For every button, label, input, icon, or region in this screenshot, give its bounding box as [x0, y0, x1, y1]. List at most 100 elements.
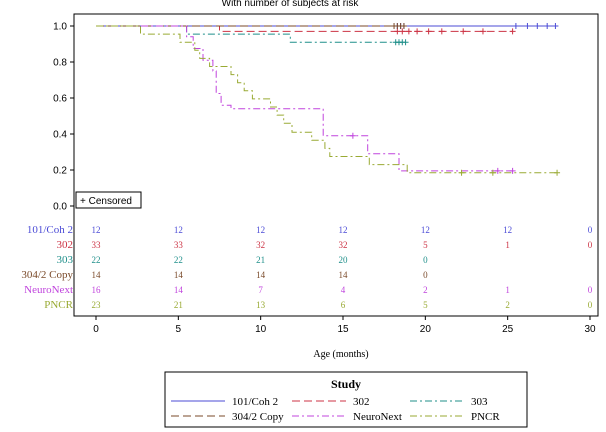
- at-risk-count: 32: [256, 240, 265, 250]
- at-risk-count: 6: [341, 300, 346, 310]
- at-risk-count: 0: [423, 270, 428, 280]
- censor-mark-302: [509, 28, 516, 35]
- at-risk-count: 21: [256, 255, 265, 265]
- at-risk-count: 12: [256, 225, 265, 235]
- censor-mark-303: [402, 39, 409, 46]
- censor-mark-101-coh-2: [524, 23, 531, 29]
- censor-mark-101-coh-2: [544, 23, 551, 29]
- at-risk-count: 2: [505, 300, 510, 310]
- legend-entry-pncr: PNCR: [471, 411, 500, 423]
- y-tick-label: 0.8: [53, 58, 67, 69]
- censored-key-box: [75, 191, 142, 209]
- at-risk-count: 32: [339, 240, 348, 250]
- censored-key: + Censored: [75, 191, 142, 209]
- at-risk-label: PNCR: [44, 299, 73, 311]
- x-tick-label: 0: [93, 324, 99, 335]
- at-risk-count: 1: [505, 285, 510, 295]
- at-risk-count: 0: [588, 285, 593, 295]
- censor-mark-302: [414, 28, 421, 35]
- x-tick-label: 5: [176, 324, 182, 335]
- curve-neuronext: [96, 25, 513, 172]
- legend-entry-304-2-copy: 304/2 Copy: [232, 411, 284, 423]
- y-tick-label: 1.0: [53, 22, 67, 33]
- legend-title: Study: [331, 377, 361, 391]
- censored-key-label: + Censored: [80, 196, 132, 207]
- censor-mark-101-coh-2: [552, 23, 559, 29]
- at-risk-count: 20: [339, 255, 349, 265]
- legend-entry-101-coh-2: 101/Coh 2: [232, 396, 278, 408]
- x-tick-label: 15: [337, 324, 349, 335]
- censor-mark-pncr: [458, 169, 465, 176]
- at-risk-count: 5: [423, 300, 428, 310]
- censor-mark-302: [479, 28, 486, 35]
- y-tick-label: 0.2: [53, 166, 67, 177]
- at-risk-count: 0: [588, 225, 593, 235]
- censor-mark-neuronext: [494, 167, 501, 174]
- censor-mark-304-2-copy: [400, 23, 407, 29]
- at-risk-count: 21: [174, 300, 183, 310]
- at-risk-count: 0: [588, 240, 593, 250]
- at-risk-count: 14: [174, 270, 184, 280]
- at-risk-count: 23: [92, 300, 102, 310]
- at-risk-count: 22: [92, 255, 101, 265]
- at-risk-count: 4: [341, 285, 346, 295]
- at-risk-count: 2: [423, 285, 428, 295]
- legend-entry-303: 303: [471, 396, 488, 408]
- at-risk-count: 12: [92, 225, 101, 235]
- at-risk-count: 14: [92, 270, 102, 280]
- x-axis-label: Age (months): [313, 349, 368, 360]
- at-risk-count: 12: [421, 225, 430, 235]
- y-tick-label: 0.4: [53, 130, 67, 141]
- legend: Study 101/Coh 2 302 303 304/2 Copy NeuroNext…: [164, 371, 528, 428]
- censor-mark-302: [425, 28, 432, 35]
- at-risk-label: 101/Coh 2: [27, 224, 73, 236]
- y-tick-label: 0.0: [53, 202, 67, 213]
- at-risk-count: 1: [505, 240, 510, 250]
- censor-mark-neuronext: [349, 132, 356, 139]
- at-risk-count: 16: [92, 285, 102, 295]
- at-risk-count: 12: [503, 225, 512, 235]
- curve-pncr: [96, 25, 558, 174]
- at-risk-count: 13: [256, 300, 266, 310]
- legend-box: [164, 371, 528, 428]
- censor-mark-302: [438, 28, 445, 35]
- at-risk-count: 14: [174, 285, 184, 295]
- censor-mark-302: [460, 28, 467, 35]
- censor-mark-neuronext: [509, 167, 516, 174]
- curve-303: [96, 25, 404, 43]
- at-risk-count: 0: [423, 255, 428, 265]
- at-risk-count: 33: [92, 240, 102, 250]
- at-risk-count: 33: [174, 240, 184, 250]
- plot-frame: [73, 13, 599, 317]
- legend-entry-neuronext: NeuroNext: [353, 411, 402, 423]
- survival-curves: [96, 23, 561, 176]
- legend-entry-302: 302: [353, 396, 370, 408]
- at-risk-count: 12: [174, 225, 183, 235]
- at-risk-count: 22: [174, 255, 183, 265]
- censor-mark-pncr: [554, 169, 561, 176]
- censor-mark-302: [399, 28, 406, 35]
- at-risk-count: 7: [258, 285, 263, 295]
- x-tick-label: 10: [255, 324, 267, 335]
- chart-title: With number of subjects at risk: [222, 0, 360, 9]
- at-risk-count: 0: [588, 300, 593, 310]
- at-risk-count: 5: [423, 240, 428, 250]
- at-risk-count: 12: [339, 225, 348, 235]
- curve-302: [96, 25, 513, 32]
- censor-mark-302: [405, 28, 412, 35]
- at-risk-count: 14: [256, 270, 266, 280]
- y-tick-label: 0.6: [53, 94, 67, 105]
- censor-mark-101-coh-2: [534, 23, 541, 29]
- at-risk-label: NeuroNext: [24, 284, 73, 296]
- censor-mark-101-coh-2: [512, 23, 519, 29]
- at-risk-label: 304/2 Copy: [21, 269, 73, 281]
- censor-mark-pncr: [489, 169, 496, 176]
- at-risk-count: 14: [339, 270, 349, 280]
- at-risk-label: 303: [57, 254, 74, 266]
- x-tick-label: 20: [420, 324, 432, 335]
- at-risk-label: 302: [57, 239, 74, 251]
- x-tick-label: 30: [584, 324, 596, 335]
- x-tick-label: 25: [502, 324, 514, 335]
